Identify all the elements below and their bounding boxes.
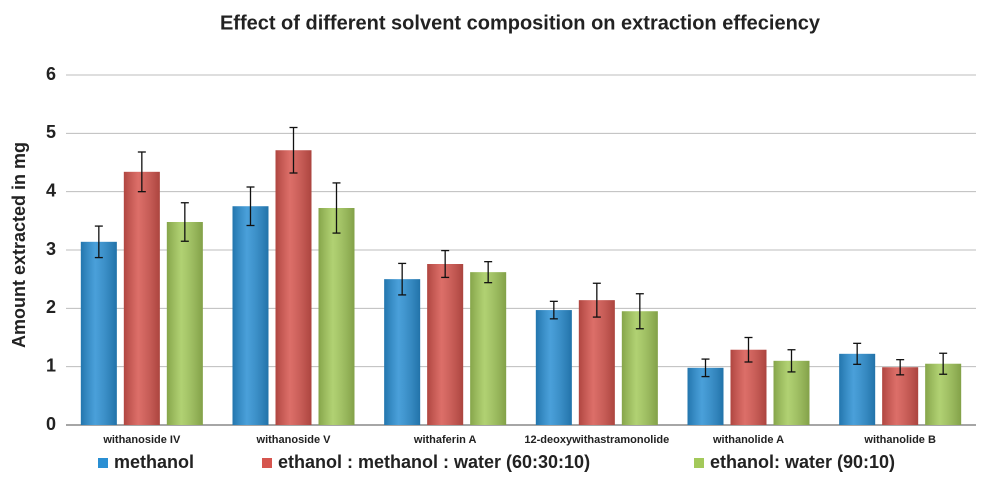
error-bar	[896, 359, 905, 376]
y-tick-label: 0	[46, 414, 56, 434]
error-bar	[441, 249, 450, 279]
y-tick-label: 5	[46, 122, 56, 142]
error-bar	[137, 151, 146, 193]
legend-label: ethanol: water (90:10)	[710, 452, 895, 472]
x-tick-label: withanoside V	[256, 434, 332, 446]
error-bar	[246, 186, 255, 227]
bar-shade	[166, 222, 203, 425]
bar-shade	[470, 272, 507, 425]
legend-label: ethanol : methanol : water (60:30:10)	[278, 452, 590, 472]
x-tick-label: withanolide B	[863, 434, 936, 446]
error-bar	[549, 300, 558, 320]
bar-shade	[232, 206, 269, 425]
error-bar	[939, 352, 948, 375]
bar-shade	[80, 241, 117, 425]
error-bar	[332, 182, 341, 234]
error-bar	[289, 126, 298, 174]
y-axis-label: Amount extracted in mg	[9, 142, 29, 348]
legend-swatch	[98, 458, 108, 468]
error-bar	[398, 262, 407, 296]
error-bar	[635, 293, 644, 330]
bar-shade	[384, 279, 421, 425]
chart-title: Effect of different solvent composition …	[220, 12, 821, 34]
bar-shade	[578, 300, 615, 425]
bar-shade	[427, 264, 464, 425]
x-tick-label: withanolide A	[712, 434, 784, 446]
x-tick-label: withaferin A	[413, 434, 477, 446]
bar-shade	[687, 367, 724, 425]
legend-swatch	[262, 458, 272, 468]
bar-shade	[535, 310, 572, 425]
bar-shade	[882, 367, 919, 425]
y-tick-label: 1	[46, 355, 56, 375]
error-bar	[701, 358, 710, 378]
bar-shade	[318, 208, 355, 425]
y-tick-label: 6	[46, 64, 56, 84]
legend-swatch	[694, 458, 704, 468]
error-bar	[94, 225, 103, 259]
y-tick-label: 3	[46, 239, 56, 259]
x-tick-label: withanoside IV	[102, 434, 181, 446]
error-bar	[484, 261, 493, 284]
x-tick-label: 12-deoxywithastramonolide	[524, 434, 669, 446]
bar-shade	[123, 171, 160, 425]
legend-label: methanol	[114, 452, 194, 472]
bar-shade	[839, 353, 876, 425]
y-tick-label: 4	[46, 180, 56, 200]
error-bar	[744, 336, 753, 363]
error-bar	[180, 202, 189, 242]
bar-shade	[621, 311, 658, 425]
y-tick-label: 2	[46, 297, 56, 317]
error-bar	[853, 342, 862, 365]
bar-shade	[275, 150, 312, 425]
error-bar	[592, 282, 601, 318]
error-bar	[787, 349, 796, 373]
